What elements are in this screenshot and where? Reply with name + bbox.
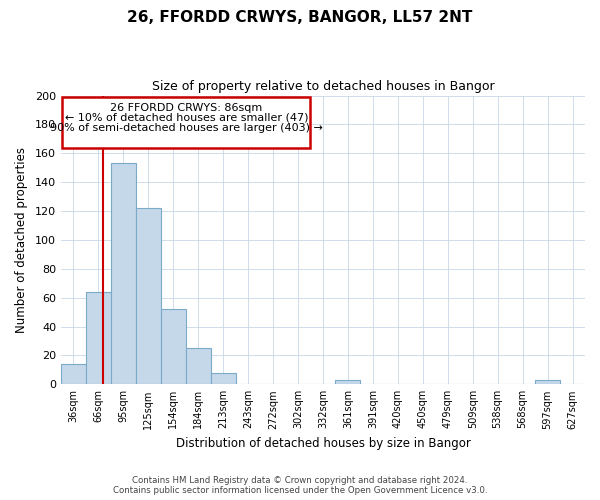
X-axis label: Distribution of detached houses by size in Bangor: Distribution of detached houses by size … bbox=[176, 437, 470, 450]
Title: Size of property relative to detached houses in Bangor: Size of property relative to detached ho… bbox=[152, 80, 494, 93]
Bar bbox=[161, 309, 186, 384]
Bar bbox=[211, 373, 236, 384]
Text: ← 10% of detached houses are smaller (47): ← 10% of detached houses are smaller (47… bbox=[65, 113, 308, 123]
Bar bbox=[535, 380, 560, 384]
Bar bbox=[136, 208, 161, 384]
Bar bbox=[61, 364, 86, 384]
Bar bbox=[86, 292, 111, 384]
Bar bbox=[186, 348, 211, 385]
Bar bbox=[62, 97, 310, 148]
Text: 90% of semi-detached houses are larger (403) →: 90% of semi-detached houses are larger (… bbox=[50, 123, 323, 133]
Text: 26 FFORDD CRWYS: 86sqm: 26 FFORDD CRWYS: 86sqm bbox=[110, 103, 262, 113]
Text: Contains HM Land Registry data © Crown copyright and database right 2024.
Contai: Contains HM Land Registry data © Crown c… bbox=[113, 476, 487, 495]
Bar bbox=[111, 164, 136, 384]
Text: 26, FFORDD CRWYS, BANGOR, LL57 2NT: 26, FFORDD CRWYS, BANGOR, LL57 2NT bbox=[127, 10, 473, 25]
Y-axis label: Number of detached properties: Number of detached properties bbox=[15, 147, 28, 333]
Bar bbox=[335, 380, 361, 384]
